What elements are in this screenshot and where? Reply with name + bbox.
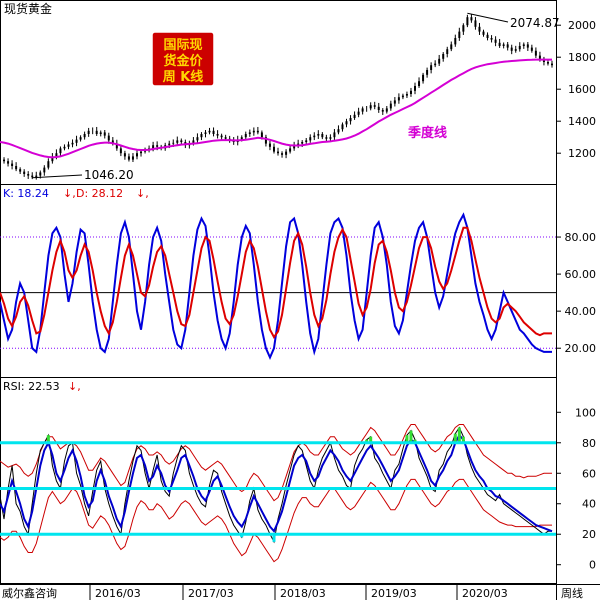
min-marker-line <box>32 174 83 179</box>
badge-box <box>151 31 215 87</box>
x-tick-label: 2018/03 <box>280 587 326 600</box>
kd-tick-label: 20.00 <box>565 342 597 355</box>
badge-line-3: 周 K线 <box>163 69 204 85</box>
rsi-tick-label: 80 <box>582 437 596 450</box>
kd-tick-label: 40.00 <box>565 305 597 318</box>
rsi-value-label: RSI: 22.53 <box>3 380 60 393</box>
d-line <box>0 226 552 339</box>
badge-line-1: 国际现 <box>163 38 202 53</box>
chart-title: 现货黄金 <box>4 1 52 16</box>
badge-line-2: 货金价 <box>163 53 203 69</box>
k-value-label: K: 18.24 <box>3 187 49 200</box>
rsi-down-arrow: ↓, <box>68 380 81 393</box>
kd-tick-label: 60.00 <box>565 268 597 281</box>
max-marker-line <box>467 12 509 23</box>
x-tick-label: 2017/03 <box>188 587 234 600</box>
x-tick-label: 2016/03 <box>95 587 141 600</box>
min-price-label: 1046.20 <box>84 168 134 182</box>
price-panel: 1200 1400 1600 1800 2000 <box>0 12 596 180</box>
max-price-label: 2074.87 <box>510 16 560 30</box>
badge: 国际现 货金价 周 K线 <box>151 31 215 87</box>
rsi-tick-label: 60 <box>582 467 596 480</box>
kd-panel: 20.00 40.00 60.00 80.00 <box>0 212 597 361</box>
quarter-ma-line <box>0 58 552 159</box>
footer-period: 周线 <box>561 586 583 600</box>
rsi-tick-label: 20 <box>582 528 596 541</box>
footer-brand: 威尔鑫咨询 <box>2 586 57 600</box>
k-down-arrow: ↓, <box>63 187 76 200</box>
kd-tick-label: 80.00 <box>565 231 597 244</box>
price-tick-label: 1800 <box>568 51 596 64</box>
x-tick-label: 2020/03 <box>462 587 508 600</box>
d-down-arrow: ↓, <box>136 187 149 200</box>
rsi-lower-band <box>0 478 552 563</box>
rsi-tick-label: 0 <box>589 559 596 572</box>
quarter-ma-label: 季度线 <box>407 125 447 141</box>
d-value-label: D: 28.12 <box>76 187 123 200</box>
rsi-tick-label: 40 <box>582 498 596 511</box>
x-tick-label: 2019/03 <box>371 587 417 600</box>
rsi-line <box>0 433 553 534</box>
rsi-tick-label: 100 <box>575 406 596 419</box>
price-tick-label: 1200 <box>568 147 596 160</box>
price-tick-label: 1600 <box>568 83 596 96</box>
rsi-upper-band <box>0 424 552 502</box>
price-tick-label: 1400 <box>568 115 596 128</box>
price-tick-label: 2000 <box>568 19 596 32</box>
rsi-panel: 0 20 40 60 80 100 <box>0 406 596 572</box>
x-axis: 2016/03 2017/03 2018/03 2019/03 2020/03 <box>89 584 508 600</box>
